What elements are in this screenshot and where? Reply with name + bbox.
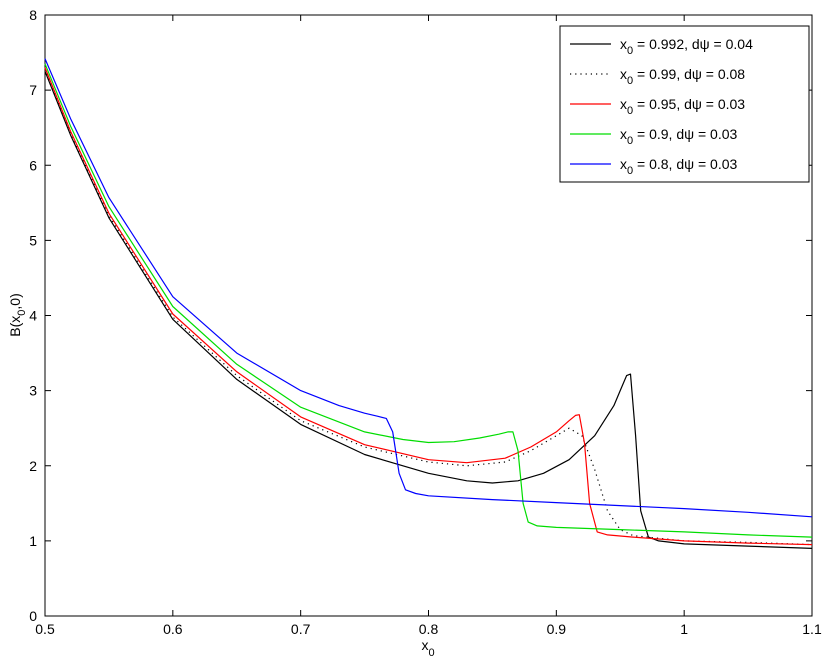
axis-ticks [44,14,813,617]
x-tick-label: 0.5 [35,621,55,637]
y-tick-label: 8 [29,7,37,23]
legend: x0 = 0.992, dψ = 0.04 x0 = 0.99, dψ = 0.0… [559,25,810,183]
x-tick-label: 1 [680,621,688,637]
x-tick-label: 1.1 [802,621,822,637]
x-tick-label: 0.9 [547,621,567,637]
axis-tick-labels: 0.5 0.6 0.7 0.8 0.9 1 1.1 0 1 2 3 4 5 6 7 8 [29,7,822,637]
x-tick-label: 0.6 [163,621,183,637]
legend-label-2: x0 = 0.99, dψ = 0.08 [620,66,745,87]
legend-label-1: x0 = 0.992, dψ = 0.04 [620,36,753,57]
series-lines [44,58,813,549]
y-tick-label: 0 [29,608,37,624]
legend-label-3: x0 = 0.95, dψ = 0.03 [620,96,745,117]
y-axis-label: B(x0,0) [7,293,28,336]
legend-label-4: x0 = 0.9, dψ = 0.03 [620,126,738,147]
y-tick-label: 5 [29,232,37,248]
legend-label-5: x0 = 0.8, dψ = 0.03 [620,156,738,177]
y-tick-label: 2 [29,458,37,474]
y-tick-label: 4 [29,308,37,324]
x-axis-label: x0 [421,637,434,659]
series-line-1 [44,71,813,549]
x-tick-label: 0.7 [291,621,311,637]
x-tick-label: 0.8 [419,621,439,637]
y-tick-label: 3 [29,383,37,399]
y-tick-label: 6 [29,157,37,173]
series-line-3 [44,67,813,546]
y-tick-label: 7 [29,82,37,98]
series-line-5 [44,58,813,518]
series-line-4 [44,63,813,538]
y-tick-label: 1 [29,533,37,549]
